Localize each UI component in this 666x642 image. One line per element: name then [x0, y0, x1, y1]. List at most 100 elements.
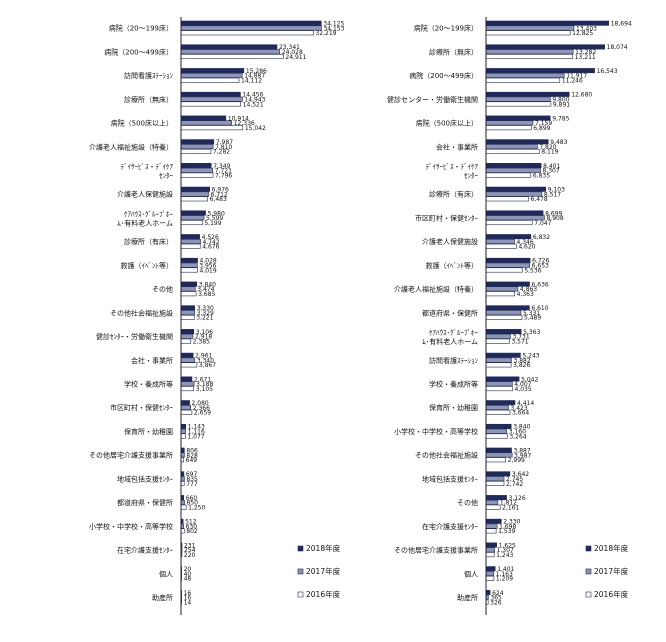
bar — [180, 423, 186, 429]
category-label: 診療所（有床） — [124, 237, 173, 246]
value-label: 3,571 — [511, 338, 528, 345]
value-label: 326 — [490, 599, 502, 606]
value-label: 2,671 — [194, 376, 211, 383]
bar — [180, 362, 198, 368]
category-label: 健診ｾﾝﾀｰ・労働衛生機関 — [96, 332, 173, 341]
bar — [180, 504, 187, 510]
bar — [485, 125, 532, 131]
bar — [180, 115, 227, 121]
value-label: 828 — [186, 452, 198, 459]
value-label: 4,035 — [514, 386, 531, 393]
value-label: 3,105 — [196, 386, 213, 393]
value-label: 7,721 — [215, 168, 232, 175]
value-label: 10,914 — [228, 115, 249, 122]
bar — [485, 163, 542, 169]
bar — [485, 291, 515, 297]
bar — [485, 575, 495, 581]
value-label: 14,521 — [243, 101, 264, 108]
category-label: 病院（500床以上） — [111, 119, 173, 128]
value-label: 15,042 — [245, 125, 266, 132]
category-label: その他 — [152, 285, 173, 294]
value-label: 14,943 — [244, 96, 265, 103]
bar — [180, 148, 212, 154]
value-label: 6,653 — [532, 263, 549, 270]
bar — [485, 96, 551, 102]
bar — [180, 376, 193, 382]
value-label: 6,899 — [533, 125, 550, 132]
value-label: 13,403 — [576, 25, 597, 32]
category-label: 会社・事業所 — [131, 356, 173, 365]
value-label: 5,536 — [524, 267, 541, 274]
value-label: 7,820 — [539, 144, 556, 151]
category-label: 介護老人福祉施設（特養） — [394, 285, 478, 294]
value-label: 7,282 — [213, 149, 230, 156]
category-label: 訪問看護ｽﾃｰｼｮﾝ — [429, 356, 478, 365]
bar — [485, 338, 510, 344]
bar — [485, 423, 512, 429]
value-label: 660 — [186, 495, 198, 502]
value-label: 8,119 — [541, 149, 558, 156]
value-label: 777 — [186, 481, 198, 488]
bar — [485, 196, 529, 202]
value-label: 649 — [186, 457, 198, 464]
category-label: 病院（20～199床） — [414, 24, 478, 33]
legend-swatch — [297, 591, 304, 598]
value-label: 9,483 — [550, 139, 567, 146]
value-label: 3,423 — [510, 405, 527, 412]
bar — [180, 68, 245, 74]
bar — [485, 220, 533, 226]
category-label: 保育所・幼稚園 — [429, 403, 478, 412]
bar — [180, 72, 243, 78]
bar — [180, 30, 314, 36]
bar — [180, 352, 194, 358]
bar — [180, 499, 185, 505]
value-label: 9,785 — [552, 115, 569, 122]
bar — [180, 267, 198, 273]
value-label: 18,074 — [607, 44, 628, 51]
value-label: 3,188 — [196, 381, 213, 388]
bar — [180, 243, 201, 249]
value-label: 3,987 — [514, 452, 531, 459]
legend-swatch — [297, 545, 304, 552]
value-label: 220 — [184, 552, 196, 559]
legend-label: 2017年度 — [594, 566, 629, 576]
bar — [180, 281, 198, 287]
bar — [485, 101, 552, 107]
value-label: 1,539 — [498, 528, 515, 535]
value-label: 2,742 — [506, 481, 523, 488]
value-label: 6,610 — [531, 305, 548, 312]
value-label: 16 — [184, 590, 192, 597]
legend-swatch — [585, 568, 592, 575]
category-label: 保育所・幼稚園 — [124, 427, 173, 436]
value-label: 14,112 — [241, 78, 262, 85]
value-label: 3,685 — [198, 291, 215, 298]
value-label: 4,346 — [517, 239, 534, 246]
category-label: その他居宅介護支援事業所 — [89, 451, 173, 460]
bar — [180, 210, 206, 216]
value-label: 8,307 — [543, 168, 560, 175]
bar — [485, 30, 571, 36]
value-label: 2,330 — [503, 519, 520, 526]
value-label: 6,832 — [533, 234, 550, 241]
value-label: 20 — [184, 566, 192, 573]
value-label: 697 — [186, 471, 198, 478]
category-label: 助産所 — [457, 593, 478, 602]
value-label: 1,209 — [496, 576, 513, 583]
value-label: 6,483 — [210, 196, 227, 203]
bar — [485, 362, 512, 368]
bar — [180, 310, 195, 316]
category-label: 救護（ｲﾍﾞﾝﾄ等） — [426, 261, 479, 270]
value-label: 6,712 — [211, 191, 228, 198]
category-label: 学校・養成所等 — [429, 380, 478, 389]
bar — [180, 220, 203, 226]
value-label: 23,341 — [279, 44, 300, 51]
category-label: 病院（500床以上） — [416, 119, 478, 128]
category-label: 在宅介護支援ｾﾝﾀｰ — [117, 546, 173, 555]
bar — [180, 400, 190, 406]
bar — [180, 386, 195, 392]
bar — [180, 167, 214, 173]
value-label: 4,620 — [518, 244, 535, 251]
value-label: 18,694 — [611, 21, 632, 28]
legend-label: 2016年度 — [594, 589, 629, 599]
category-label: ｹｱﾊｳｽ･ｸﾞﾙｰﾌﾟﾎｰﾑ･有料老人ホーム — [422, 329, 478, 346]
